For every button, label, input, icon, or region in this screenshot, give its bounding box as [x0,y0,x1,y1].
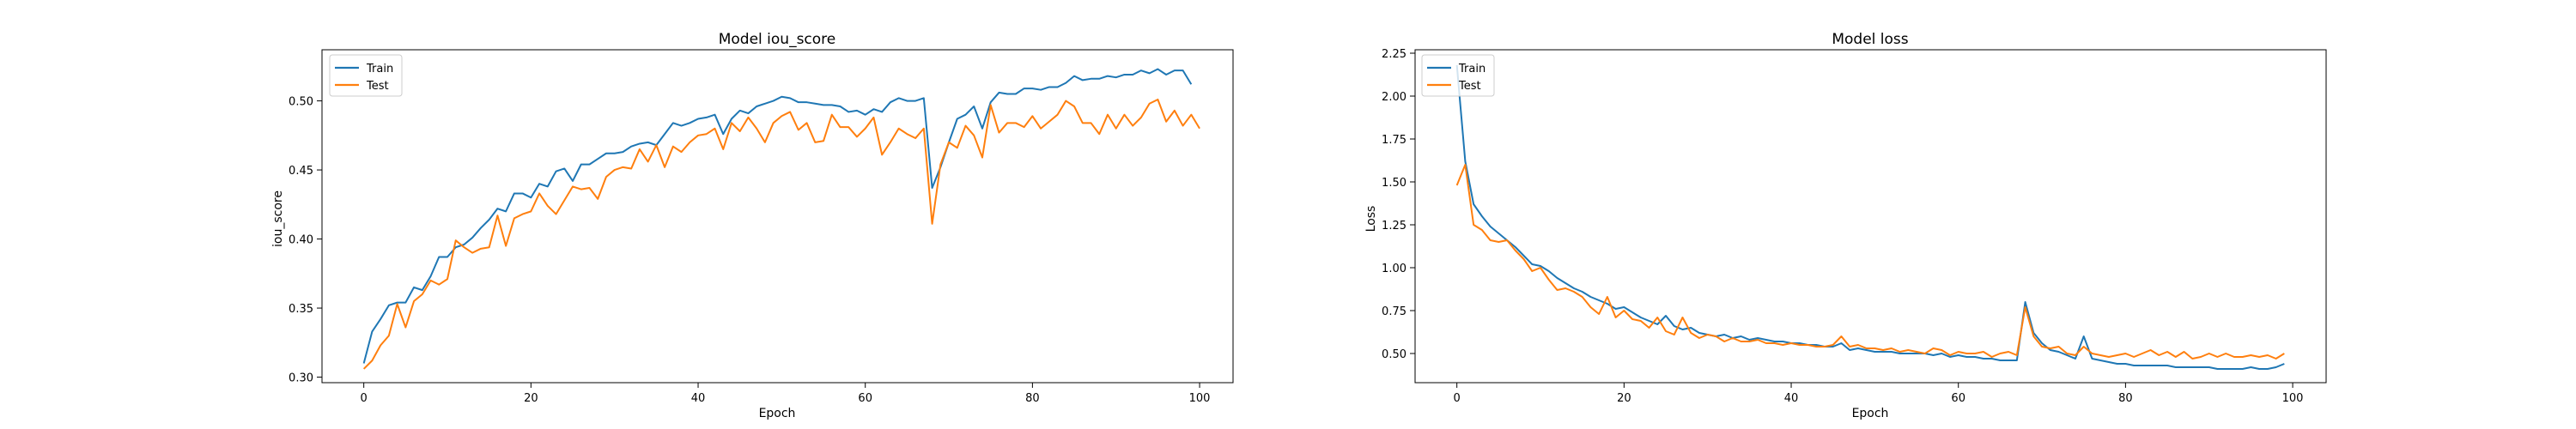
x-tick-label: 60 [1951,392,1965,405]
x-tick-label: 40 [1784,392,1799,405]
y-tick-label: 0.35 [289,303,313,316]
y-tick-label: 0.50 [289,96,313,109]
plot-frame [1414,49,2327,384]
x-tick-label: 20 [524,392,538,405]
y-tick-label: 1.25 [1382,220,1406,233]
y-axis-label: Loss [1364,206,1378,233]
x-tick-label: 100 [1189,392,1211,405]
legend-box [1421,54,1495,97]
legend-label-train: Train [1458,63,1485,76]
legend-box [329,54,403,97]
legend-label-train: Train [366,63,393,76]
chart-title: Model loss [1832,31,1908,48]
y-tick-label: 0.40 [289,234,313,247]
x-tick-label: 0 [361,392,368,405]
legend-label-test: Test [366,80,389,93]
series-line-train [362,68,1193,364]
x-tick-label: 60 [858,392,872,405]
x-tick-label: 80 [1025,392,1040,405]
x-tick-label: 0 [1454,392,1461,405]
y-tick-label: 0.75 [1382,305,1406,318]
y-tick-label: 1.50 [1382,177,1406,190]
series-line-test [1455,164,2285,360]
x-tick-label: 20 [1617,392,1631,405]
x-tick-label: 80 [2118,392,2133,405]
x-tick-label: 100 [2282,392,2304,405]
y-tick-label: 1.75 [1382,134,1406,147]
series-line-test [362,98,1200,370]
x-axis-label: Epoch [1852,407,1889,420]
y-tick-label: 2.25 [1382,48,1406,61]
iou-score-chart: Model iou_score Epoch iou_score 0 20 40 60 8… [271,31,1234,420]
x-tick-label: 40 [691,392,706,405]
x-axis-label: Epoch [759,407,796,420]
y-tick-label: 0.50 [1382,348,1406,361]
y-tick-label: 2.00 [1382,91,1406,104]
legend: Train Test [329,54,403,97]
legend: Train Test [1421,54,1495,97]
y-tick-label: 1.00 [1382,263,1406,275]
series-line-train [1455,64,2285,370]
plot-marks: 0 20 40 60 80 100 0.50 0.75 1.00 1.25 1.50 1.75 2.00… [1382,48,2303,405]
y-tick-label: 0.45 [289,165,313,178]
chart-title: Model iou_score [719,31,836,48]
plot-marks: 0 20 40 60 80 100 0.30 0.35 0.40 0.45 0.50 [289,68,1211,405]
y-axis-label: iou_score [271,190,285,247]
plot-frame [321,49,1234,384]
y-tick-label: 0.30 [289,372,313,385]
legend-label-test: Test [1458,80,1481,93]
loss-chart: Model loss Epoch Loss 0 20 40 60 80 100 0.50 0.… [1364,31,2327,420]
